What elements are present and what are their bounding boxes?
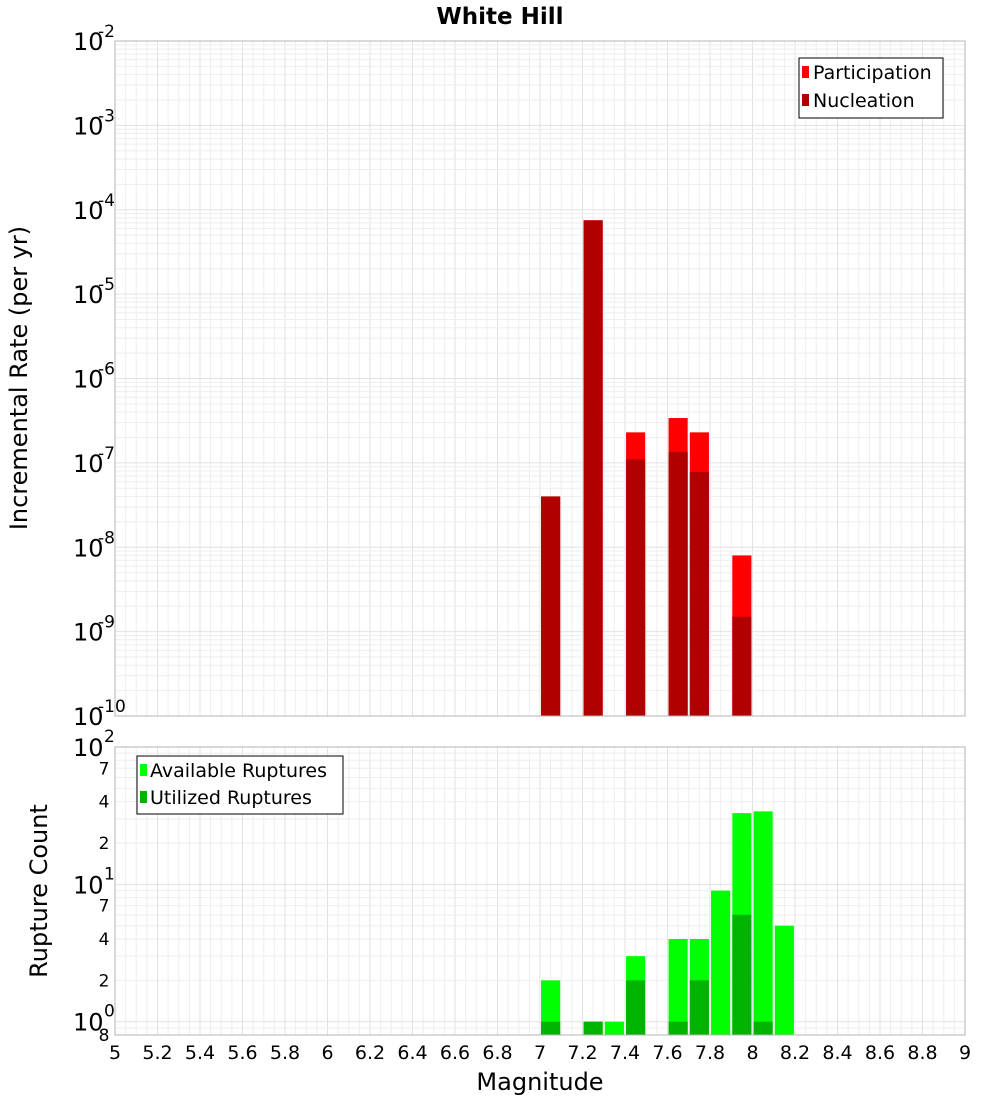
- rate-plot-grid: [114, 40, 966, 717]
- x-tick-label: 8.6: [865, 1042, 895, 1064]
- count-legend: Available Ruptures Utilized Ruptures: [136, 755, 344, 815]
- count-bar-utilized-ruptures: [732, 914, 752, 1035]
- legend-swatch-utilized-ruptures: [140, 791, 147, 803]
- count-bar-utilized-ruptures: [753, 1021, 773, 1035]
- y-tick-label-exponent: 1: [104, 864, 115, 884]
- legend-label-nucleation: Nucleation: [813, 90, 915, 112]
- legend-label-utilized-ruptures: Utilized Ruptures: [150, 787, 312, 809]
- x-tick-label: 5: [109, 1042, 121, 1064]
- x-tick-label: 8.8: [907, 1042, 937, 1064]
- count-bar-utilized-ruptures: [689, 980, 709, 1035]
- y-minor-tick-label: 7: [99, 759, 110, 779]
- rate-bar-nucleation: [583, 220, 603, 717]
- y-tick-label-exponent: 2: [104, 727, 115, 747]
- y-tick-label-exponent: -9: [98, 613, 115, 633]
- y-tick-label-exponent: -8: [98, 528, 115, 548]
- x-tick-label: 9: [959, 1042, 971, 1064]
- y-tick-label-base: 10: [73, 28, 104, 56]
- count-bar-available-ruptures: [541, 980, 561, 1035]
- y-minor-tick-label: 8: [99, 1026, 110, 1046]
- x-tick-label: 6.6: [440, 1042, 470, 1064]
- count-bar-available-ruptures: [668, 939, 688, 1035]
- y-minor-tick-label: 7: [99, 897, 110, 917]
- count-bar-available-ruptures: [774, 925, 794, 1035]
- count-bar-available-ruptures: [711, 890, 731, 1035]
- y-tick-label-base: 10: [73, 1009, 104, 1037]
- x-tick-label: 6.4: [397, 1042, 427, 1064]
- y-tick-label-base: 10: [73, 734, 104, 762]
- y-tick-label-base: 10: [73, 366, 104, 394]
- count-legend-box: [136, 755, 344, 815]
- y-tick-label-exponent: -4: [98, 191, 115, 211]
- x-ticks: 5 5.2 5.4 5.6 5.8 6 6.2 6.4 6.6 6.8 7 7.2 7.4 7.6 7.8 8…: [109, 1042, 971, 1064]
- x-tick-label: 8.2: [780, 1042, 810, 1064]
- rate-legend-box: [798, 57, 944, 119]
- x-tick-label: 5.2: [142, 1042, 172, 1064]
- x-tick-label: 5.8: [270, 1042, 300, 1064]
- legend-label-participation: Participation: [813, 62, 932, 84]
- y-minor-tick-label: 4: [99, 793, 110, 813]
- y-tick-label-exponent: -5: [98, 275, 115, 295]
- y-tick-label-base: 10: [73, 112, 104, 140]
- x-tick-label: 7.4: [610, 1042, 640, 1064]
- y-tick-label-base: 10: [73, 619, 104, 647]
- legend-swatch-available-ruptures: [140, 764, 147, 776]
- x-tick-label: 5.4: [185, 1042, 215, 1064]
- rate-plot-area: [114, 40, 966, 717]
- y-tick-label-exponent: -7: [98, 444, 115, 464]
- rate-bar-nucleation: [541, 496, 561, 716]
- x-tick-label: 6.8: [482, 1042, 512, 1064]
- count-bar-utilized-ruptures: [583, 1021, 603, 1035]
- chart-title: White Hill: [436, 4, 563, 30]
- rate-bar-nucleation: [732, 616, 752, 716]
- x-tick-label: 7.8: [695, 1042, 725, 1064]
- count-bar-available-ruptures: [604, 1021, 624, 1035]
- rate-y-axis-title: Incremental Rate (per yr): [5, 226, 33, 530]
- x-tick-label: 7.6: [652, 1042, 682, 1064]
- rate-legend: Participation Nucleation: [798, 57, 944, 119]
- count-bar-available-ruptures: [753, 811, 773, 1035]
- rate-bar-nucleation: [626, 459, 646, 716]
- y-tick-label-base: 10: [73, 703, 104, 731]
- y-tick-label-exponent: 0: [104, 1002, 115, 1022]
- x-tick-label: 7: [534, 1042, 546, 1064]
- x-tick-label: 5.6: [227, 1042, 257, 1064]
- x-tick-label: 6: [321, 1042, 333, 1064]
- count-bars: [541, 811, 794, 1035]
- rate-bars: [541, 220, 752, 717]
- x-tick-label: 8: [746, 1042, 758, 1064]
- y-tick-label-exponent: -2: [98, 22, 115, 42]
- y-tick-label-base: 10: [73, 534, 104, 562]
- y-tick-label-exponent: -6: [98, 360, 115, 380]
- x-tick-label: 8.4: [822, 1042, 852, 1064]
- count-bar-utilized-ruptures: [626, 980, 646, 1035]
- y-minor-tick-label: 2: [99, 834, 110, 854]
- y-tick-label-exponent: -3: [98, 106, 115, 126]
- y-tick-label-base: 10: [73, 450, 104, 478]
- count-plot-area: [114, 746, 966, 1036]
- rate-bar-nucleation: [668, 451, 688, 716]
- x-axis-title: Magnitude: [476, 1068, 603, 1096]
- legend-swatch-participation: [802, 66, 809, 78]
- count-bar-utilized-ruptures: [541, 1021, 561, 1035]
- y-tick-label-exponent: -10: [98, 697, 126, 717]
- y-minor-tick-label: 2: [99, 971, 110, 991]
- legend-label-available-ruptures: Available Ruptures: [150, 760, 327, 782]
- x-tick-label: 7.2: [567, 1042, 597, 1064]
- count-bar-utilized-ruptures: [668, 1021, 688, 1035]
- y-tick-label-base: 10: [73, 281, 104, 309]
- x-tick-label: 6.2: [355, 1042, 385, 1064]
- y-tick-label-base: 10: [73, 871, 104, 899]
- count-y-axis-title: Rupture Count: [25, 804, 53, 978]
- y-minor-tick-label: 4: [99, 930, 110, 950]
- legend-swatch-nucleation: [802, 94, 809, 106]
- y-tick-label-base: 10: [73, 197, 104, 225]
- rate-bar-nucleation: [689, 471, 709, 716]
